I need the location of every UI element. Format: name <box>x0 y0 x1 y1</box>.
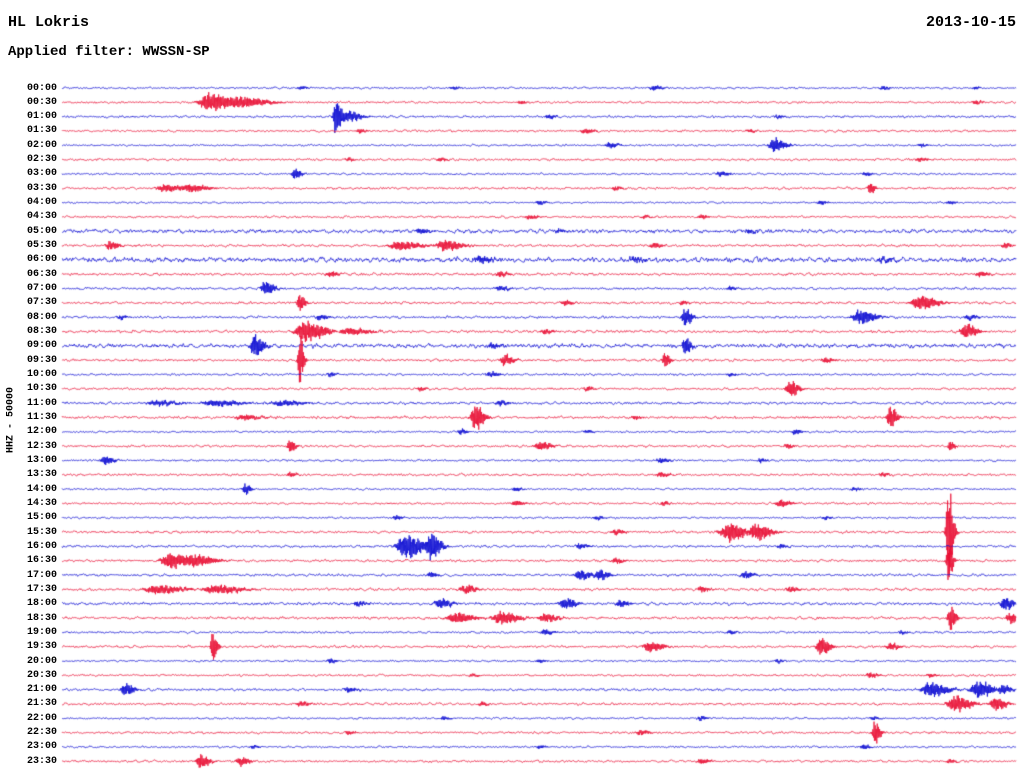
row-time-label: 04:30 <box>26 211 57 223</box>
row-time-label: 09:00 <box>26 340 57 352</box>
row-time-label: 01:00 <box>26 111 57 123</box>
row-time-label: 03:30 <box>26 182 57 194</box>
row-time-label: 21:00 <box>26 684 57 696</box>
row-time-label: 16:00 <box>26 540 57 552</box>
row-time-label: 22:00 <box>26 712 57 724</box>
row-time-label: 23:00 <box>26 741 57 753</box>
row-time-label: 18:00 <box>26 598 57 610</box>
row-time-label: 09:30 <box>26 354 57 366</box>
row-time-label: 16:30 <box>26 555 57 567</box>
row-time-label: 02:00 <box>26 139 57 151</box>
row-time-label: 13:30 <box>26 469 57 481</box>
row-time-label: 15:30 <box>26 526 57 538</box>
row-time-label: 11:00 <box>26 397 57 409</box>
row-time-label: 00:00 <box>26 82 57 94</box>
row-time-label: 03:00 <box>26 168 57 180</box>
row-time-label: 20:00 <box>26 655 57 667</box>
row-time-label: 20:30 <box>26 669 57 681</box>
row-time-label: 19:00 <box>26 626 57 638</box>
row-time-label: 15:00 <box>26 512 57 524</box>
row-time-label: 08:30 <box>26 326 57 338</box>
row-time-label: 14:30 <box>26 497 57 509</box>
row-time-label: 05:00 <box>26 225 57 237</box>
row-time-label: 12:00 <box>26 426 57 438</box>
row-time-label: 18:30 <box>26 612 57 624</box>
row-time-label: 06:00 <box>26 254 57 266</box>
row-time-label: 02:30 <box>26 154 57 166</box>
row-time-label: 07:00 <box>26 283 57 295</box>
row-time-label: 22:30 <box>26 727 57 739</box>
row-time-label: 17:30 <box>26 583 57 595</box>
row-time-label: 10:00 <box>26 369 57 380</box>
row-time-label: 00:30 <box>26 96 57 108</box>
row-time-label: 07:30 <box>26 297 57 309</box>
row-time-label: 21:30 <box>26 698 57 710</box>
row-time-label: 13:00 <box>26 454 57 466</box>
row-time-label: 08:00 <box>26 311 57 323</box>
row-time-label: 17:00 <box>26 569 57 581</box>
row-time-label: 01:30 <box>26 125 57 137</box>
row-time-label: 04:00 <box>26 197 57 209</box>
row-time-label: 12:30 <box>26 440 57 452</box>
row-time-label: 05:30 <box>26 240 57 252</box>
row-time-label: 06:30 <box>26 268 57 280</box>
row-time-label: 23:30 <box>26 755 57 767</box>
row-time-label: 10:30 <box>26 383 57 395</box>
time-label-column: 00:00 00:30 01:00 01:30 02:00 02:30 03:00 03:30… <box>0 0 57 780</box>
row-time-label: 14:00 <box>26 483 57 495</box>
row-time-label: 19:30 <box>26 641 57 653</box>
row-time-label: 11:30 <box>26 411 57 423</box>
